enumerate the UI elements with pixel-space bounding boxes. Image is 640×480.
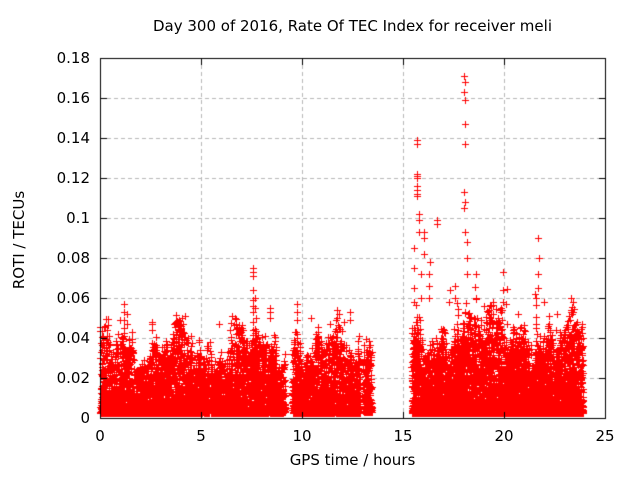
y-tick-label: 0.02 <box>56 369 90 387</box>
y-tick-label: 0.18 <box>56 49 90 67</box>
x-tick-label: 10 <box>292 427 312 445</box>
chart-title: Day 300 of 2016, Rate Of TEC Index for r… <box>152 17 552 35</box>
y-tick-label: 0 <box>80 409 90 427</box>
x-tick-label: 20 <box>494 427 514 445</box>
x-tick-label: 5 <box>196 427 206 445</box>
x-tick-label: 25 <box>595 427 615 445</box>
y-tick-label: 0.1 <box>66 209 90 227</box>
y-tick-label: 0.04 <box>56 329 90 347</box>
x-tick-label: 15 <box>393 427 413 445</box>
y-tick-label: 0.08 <box>56 249 90 267</box>
y-tick-label: 0.14 <box>56 129 90 147</box>
x-axis-label: GPS time / hours <box>289 451 416 469</box>
x-tick-label: 0 <box>95 427 105 445</box>
y-tick-label: 0.12 <box>56 169 90 187</box>
y-tick-label: 0.06 <box>56 289 90 307</box>
y-tick-label: 0.16 <box>56 89 90 107</box>
